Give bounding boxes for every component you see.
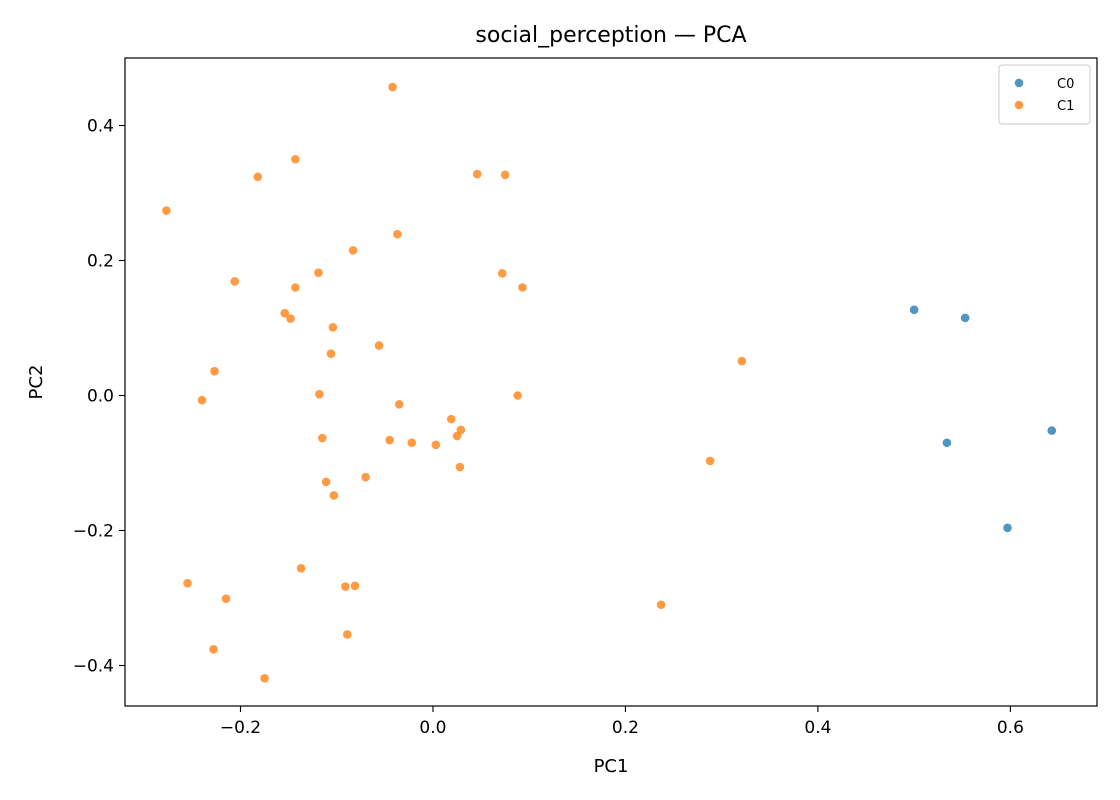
y-tick-label: 0.0	[87, 387, 114, 407]
y-tick-label: −0.2	[73, 522, 114, 542]
data-point-c1	[221, 594, 231, 603]
data-point-c0	[960, 313, 970, 323]
legend-marker-c1	[1014, 100, 1024, 110]
data-point-c1	[497, 269, 507, 278]
data-point-c0	[1047, 426, 1057, 435]
data-point-c1	[253, 172, 263, 182]
data-point-c1	[280, 308, 290, 318]
data-point-c1	[197, 395, 207, 405]
data-point-c1	[315, 389, 324, 399]
data-point-c1	[326, 349, 336, 358]
data-point-c1	[374, 341, 384, 350]
x-tick-label: −0.2	[220, 718, 261, 738]
data-point-c1	[452, 431, 462, 441]
data-point-c1	[341, 582, 350, 591]
data-point-c1	[446, 414, 456, 424]
data-point-c1	[348, 246, 358, 255]
data-point-c1	[431, 440, 441, 450]
x-tick-label: 0.6	[997, 718, 1024, 738]
data-point-c1	[314, 268, 323, 277]
x-tick-label: 0.0	[419, 718, 446, 738]
y-axis-label: PC2	[26, 365, 47, 400]
data-point-c0	[942, 438, 952, 448]
data-point-c1	[472, 169, 482, 179]
y-tick-label: 0.2	[87, 252, 114, 272]
data-point-c1	[394, 399, 404, 409]
data-point-c1	[291, 154, 300, 164]
plot-area	[162, 82, 1057, 683]
data-point-c1	[361, 472, 370, 482]
data-point-c1	[705, 456, 715, 466]
data-point-c0	[1003, 523, 1012, 533]
data-point-c1	[183, 578, 192, 588]
data-point-c1	[210, 366, 219, 376]
x-tick-label: 0.2	[612, 718, 639, 738]
data-point-c1	[286, 314, 295, 323]
x-axis-label: PC1	[594, 756, 629, 777]
data-point-c0	[909, 305, 919, 315]
data-point-c1	[455, 462, 465, 472]
axes: −0.2 0.0 0.2 0.4 0.6 −0.4 −0.2 0.0 0.2 0.4	[73, 117, 1024, 739]
data-point-c1	[260, 674, 269, 683]
data-point-c1	[162, 206, 171, 215]
data-point-c1	[209, 645, 218, 654]
plot-frame	[124, 57, 1098, 707]
data-point-c1	[291, 283, 300, 292]
data-point-c1	[388, 82, 397, 92]
data-point-c1	[329, 491, 339, 500]
y-tick-label: 0.4	[87, 117, 114, 137]
chart-title: social_perception — PCA	[475, 23, 746, 48]
data-point-c1	[296, 564, 306, 573]
data-point-c1	[385, 435, 394, 445]
legend-box	[998, 64, 1091, 125]
data-point-c1	[393, 229, 402, 239]
legend-label-c1: C1	[1057, 99, 1074, 114]
data-point-c1	[500, 170, 510, 180]
data-point-c1	[350, 581, 360, 591]
data-point-c1	[328, 323, 338, 332]
data-point-c1	[518, 283, 527, 292]
legend-marker-c0	[1014, 78, 1024, 88]
data-point-c1	[230, 277, 240, 286]
data-point-c1	[656, 600, 666, 610]
y-tick-label: −0.4	[73, 657, 114, 677]
data-point-c1	[317, 433, 327, 443]
legend-label-c0: C0	[1057, 77, 1074, 92]
data-point-c1	[321, 477, 331, 487]
x-tick-label: 0.4	[804, 718, 831, 738]
data-point-c1	[407, 438, 417, 448]
data-point-c1	[513, 391, 522, 400]
data-point-c1	[343, 630, 352, 639]
data-point-c1	[737, 356, 747, 366]
